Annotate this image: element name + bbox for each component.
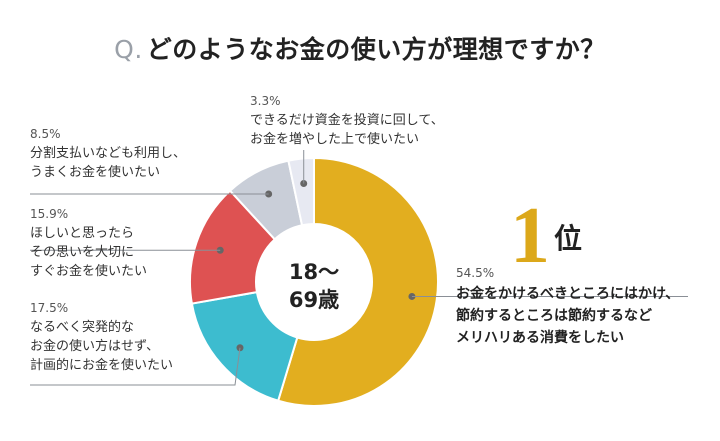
center-label-line1: 18〜 bbox=[288, 260, 340, 284]
slice-category-label: できるだけ資金を投資に回して、 お金を増やした上で使いたい bbox=[250, 113, 444, 147]
slice-label-4: 3.3% できるだけ資金を投資に回して、 お金を増やした上で使いたい bbox=[250, 92, 444, 149]
slice-label-0: 54.5% お金をかけるべきところにはかけ、 節約するところは節約するなど メリ… bbox=[456, 264, 679, 349]
pie-slice-0 bbox=[276, 156, 439, 407]
slice-value-label: 15.9% bbox=[30, 207, 69, 221]
slice-label-3: 8.5% 分割支払いなども利用し、 うまくお金を使いたい bbox=[30, 125, 186, 182]
slice-label-2: 15.9% ほしいと思ったら その思いを大切に すぐお金を使いたい bbox=[30, 205, 147, 281]
question-prefix: Q. bbox=[114, 35, 143, 64]
question-text: どのようなお金の使い方が理想ですか？ bbox=[146, 35, 606, 64]
rank-unit: 位 bbox=[554, 222, 583, 255]
slice-category-label: お金をかけるべきところにはかけ、 節約するところは節約するなど メリハリある消費… bbox=[456, 286, 680, 346]
chart-title: Q. どのようなお金の使い方が理想ですか？ bbox=[0, 30, 720, 66]
center-label: 18〜 69歳 bbox=[262, 258, 366, 314]
leader-line-1 bbox=[30, 347, 241, 386]
rank-number: 1 bbox=[510, 192, 550, 280]
slice-value-label: 8.5% bbox=[30, 127, 61, 141]
center-label-line2: 69歳 bbox=[288, 288, 340, 312]
slice-category-label: なるべく突発的な お金の使い方はせず、 計画的にお金を使いたい bbox=[30, 320, 174, 373]
slice-value-label: 54.5% bbox=[456, 266, 495, 280]
slice-label-1: 17.5% なるべく突発的な お金の使い方はせず、 計画的にお金を使いたい bbox=[30, 299, 173, 375]
slice-value-label: 17.5% bbox=[30, 301, 69, 315]
pie-slice-4 bbox=[287, 156, 315, 227]
slice-category-label: ほしいと思ったら その思いを大切に すぐお金を使いたい bbox=[30, 226, 148, 279]
slice-category-label: 分割支払いなども利用し、 うまくお金を使いたい bbox=[30, 146, 187, 180]
slice-value-label: 3.3% bbox=[250, 94, 281, 108]
